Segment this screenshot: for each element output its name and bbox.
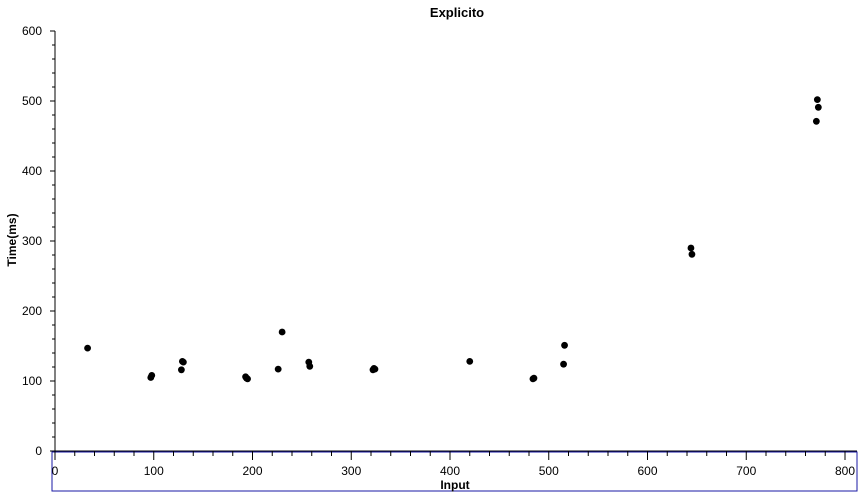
x-tick-label: 400 — [440, 464, 460, 478]
data-point — [148, 372, 156, 379]
x-tick-label: 0 — [52, 464, 59, 478]
y-tick-label: 200 — [22, 304, 42, 318]
data-point — [560, 360, 567, 368]
data-point — [814, 103, 822, 111]
data-point — [561, 341, 568, 349]
y-tick-label: 300 — [22, 234, 42, 248]
data-point — [530, 374, 538, 382]
x-axis-frame — [51, 451, 858, 492]
y-axis-ticks: 0 100 200 300 400 500 600 — [22, 24, 55, 458]
data-point — [813, 96, 821, 103]
x-tick-label: 100 — [144, 464, 164, 478]
y-tick-label: 500 — [22, 94, 42, 108]
data-point — [278, 328, 286, 336]
data-point — [274, 365, 282, 373]
chart-title: Explicito — [430, 5, 484, 20]
data-point — [687, 244, 695, 252]
y-axis-label: Time(ms) — [5, 213, 19, 266]
data-point — [466, 358, 474, 365]
data-point — [306, 362, 314, 370]
x-tick-label: 700 — [736, 464, 756, 478]
x-tick-label: 200 — [242, 464, 262, 478]
data-point — [179, 358, 187, 366]
x-tick-label: 300 — [341, 464, 361, 478]
y-tick-label: 400 — [22, 164, 42, 178]
data-point — [178, 366, 185, 374]
y-tick-label: 600 — [22, 24, 42, 38]
data-point — [371, 365, 379, 373]
data-point — [812, 117, 820, 125]
x-axis-label: Input — [440, 478, 469, 492]
x-tick-label: 600 — [637, 464, 657, 478]
y-tick-label: 0 — [35, 444, 42, 458]
data-points — [84, 96, 822, 383]
x-tick-label: 500 — [539, 464, 559, 478]
x-tick-label: 800 — [835, 464, 855, 478]
data-point — [688, 250, 696, 258]
data-point — [244, 375, 251, 383]
data-point — [84, 344, 91, 352]
y-tick-label: 100 — [22, 374, 42, 388]
x-axis-ticks: 0 100 200 300 400 500 600 700 800 — [52, 451, 855, 478]
